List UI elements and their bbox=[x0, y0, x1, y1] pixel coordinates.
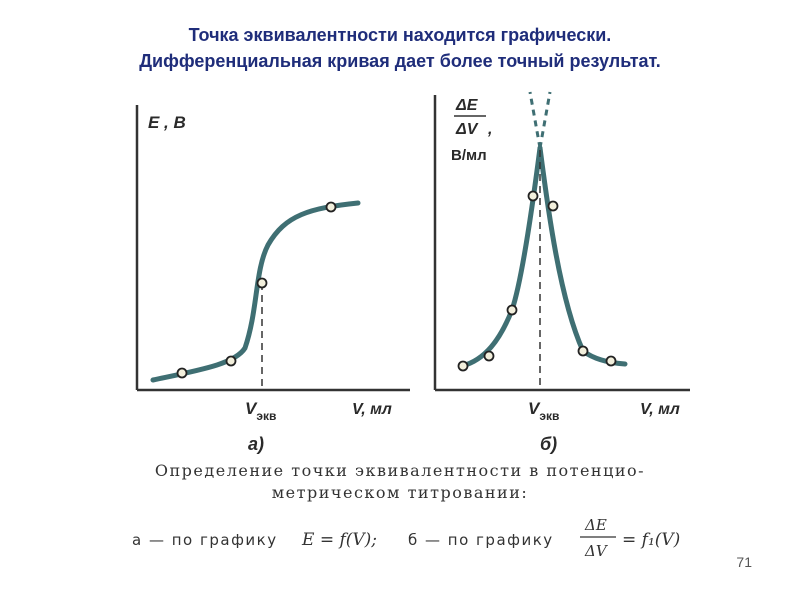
graph-a-panel-label: а) bbox=[248, 434, 264, 454]
graph-b-point bbox=[506, 304, 518, 316]
formula-fraction-denominator: ΔV bbox=[584, 542, 609, 560]
graph-a-point bbox=[325, 201, 337, 213]
formula-part-b: б — по графику bbox=[408, 531, 554, 549]
graph-b-point bbox=[457, 360, 469, 372]
graph-b-y-comma: , bbox=[487, 121, 492, 138]
graph-a-point bbox=[256, 277, 268, 289]
formula-fraction-numerator: ΔE bbox=[584, 516, 607, 534]
graph-b-extrapolation-right bbox=[538, 91, 552, 149]
formula-line: а — по графику E = f(V); б — по графику … bbox=[132, 516, 680, 560]
graph-b-y-unit: В/мл bbox=[451, 147, 487, 164]
graph-b-point bbox=[605, 355, 617, 367]
graph-b-panel-label: б) bbox=[540, 434, 557, 454]
formula-expr-a: E = f(V); bbox=[301, 530, 377, 550]
formula-expr-b: = f₁(V) bbox=[622, 530, 680, 550]
page-number: 71 bbox=[736, 554, 752, 570]
caption-line-2: метрическом титровании: bbox=[271, 483, 529, 502]
graph-b-point bbox=[577, 345, 589, 357]
graph-a-point bbox=[225, 355, 237, 367]
graph-b-point bbox=[547, 200, 559, 212]
formula-part-a: а — по графику bbox=[132, 531, 278, 549]
graph-b-eq-label: Vэкв bbox=[528, 399, 559, 423]
graph-b-point bbox=[527, 190, 539, 202]
graph-b-y-numerator: ΔE bbox=[455, 97, 479, 114]
graph-a-eq-label: Vэкв bbox=[245, 399, 276, 423]
graph-b-point bbox=[483, 350, 495, 362]
graph-a-y-label: E , В bbox=[148, 113, 186, 132]
graph-b-y-denominator: ΔV bbox=[455, 121, 479, 138]
graph-a-x-label: V, мл bbox=[352, 401, 392, 418]
title-line-1: Точка эквивалентности находится графичес… bbox=[188, 25, 612, 45]
graph-b-extrapolation-left bbox=[528, 91, 542, 149]
graph-b-left-branch bbox=[459, 145, 543, 369]
title-line-2: Дифференциальная кривая дает более точны… bbox=[139, 51, 661, 71]
graph-b-right-branch bbox=[537, 145, 628, 367]
graph-b-x-label: V, мл bbox=[640, 401, 680, 418]
graph-a: E , В Vэкв V, мл а) bbox=[135, 105, 410, 454]
figure-caption: Определение точки эквивалентности в поте… bbox=[0, 460, 800, 504]
caption-line-1: Определение точки эквивалентности в поте… bbox=[154, 461, 646, 480]
graph-a-point bbox=[176, 367, 188, 379]
graph-a-titration-curve bbox=[150, 200, 361, 383]
graph-b: ΔE ΔV , В/мл Vэкв V, мл б) bbox=[433, 91, 690, 454]
slide-title: Точка эквивалентности находится графичес… bbox=[0, 22, 800, 74]
